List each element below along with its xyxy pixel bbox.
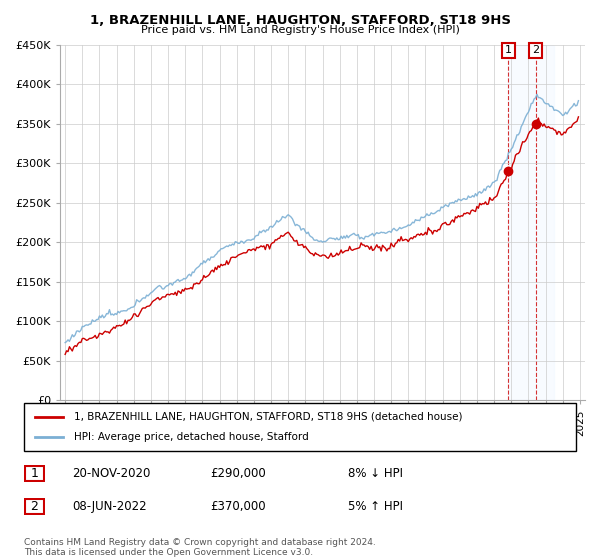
Text: £370,000: £370,000 <box>210 500 266 514</box>
Text: £290,000: £290,000 <box>210 466 266 480</box>
Text: 08-JUN-2022: 08-JUN-2022 <box>72 500 146 514</box>
Text: 2: 2 <box>532 45 539 55</box>
FancyBboxPatch shape <box>25 466 44 480</box>
Text: 8% ↓ HPI: 8% ↓ HPI <box>348 466 403 480</box>
Text: 5% ↑ HPI: 5% ↑ HPI <box>348 500 403 514</box>
FancyBboxPatch shape <box>24 403 576 451</box>
Text: 1: 1 <box>31 466 38 480</box>
Text: 1: 1 <box>505 45 512 55</box>
Text: 1, BRAZENHILL LANE, HAUGHTON, STAFFORD, ST18 9HS (detached house): 1, BRAZENHILL LANE, HAUGHTON, STAFFORD, … <box>74 412 462 422</box>
Bar <box>508 45 554 400</box>
Text: Price paid vs. HM Land Registry's House Price Index (HPI): Price paid vs. HM Land Registry's House … <box>140 25 460 35</box>
Text: Contains HM Land Registry data © Crown copyright and database right 2024.
This d: Contains HM Land Registry data © Crown c… <box>24 538 376 557</box>
Text: 1, BRAZENHILL LANE, HAUGHTON, STAFFORD, ST18 9HS: 1, BRAZENHILL LANE, HAUGHTON, STAFFORD, … <box>89 14 511 27</box>
Text: HPI: Average price, detached house, Stafford: HPI: Average price, detached house, Staf… <box>74 432 308 442</box>
Text: 20-NOV-2020: 20-NOV-2020 <box>72 466 151 480</box>
Text: 2: 2 <box>31 500 38 514</box>
FancyBboxPatch shape <box>25 500 44 514</box>
